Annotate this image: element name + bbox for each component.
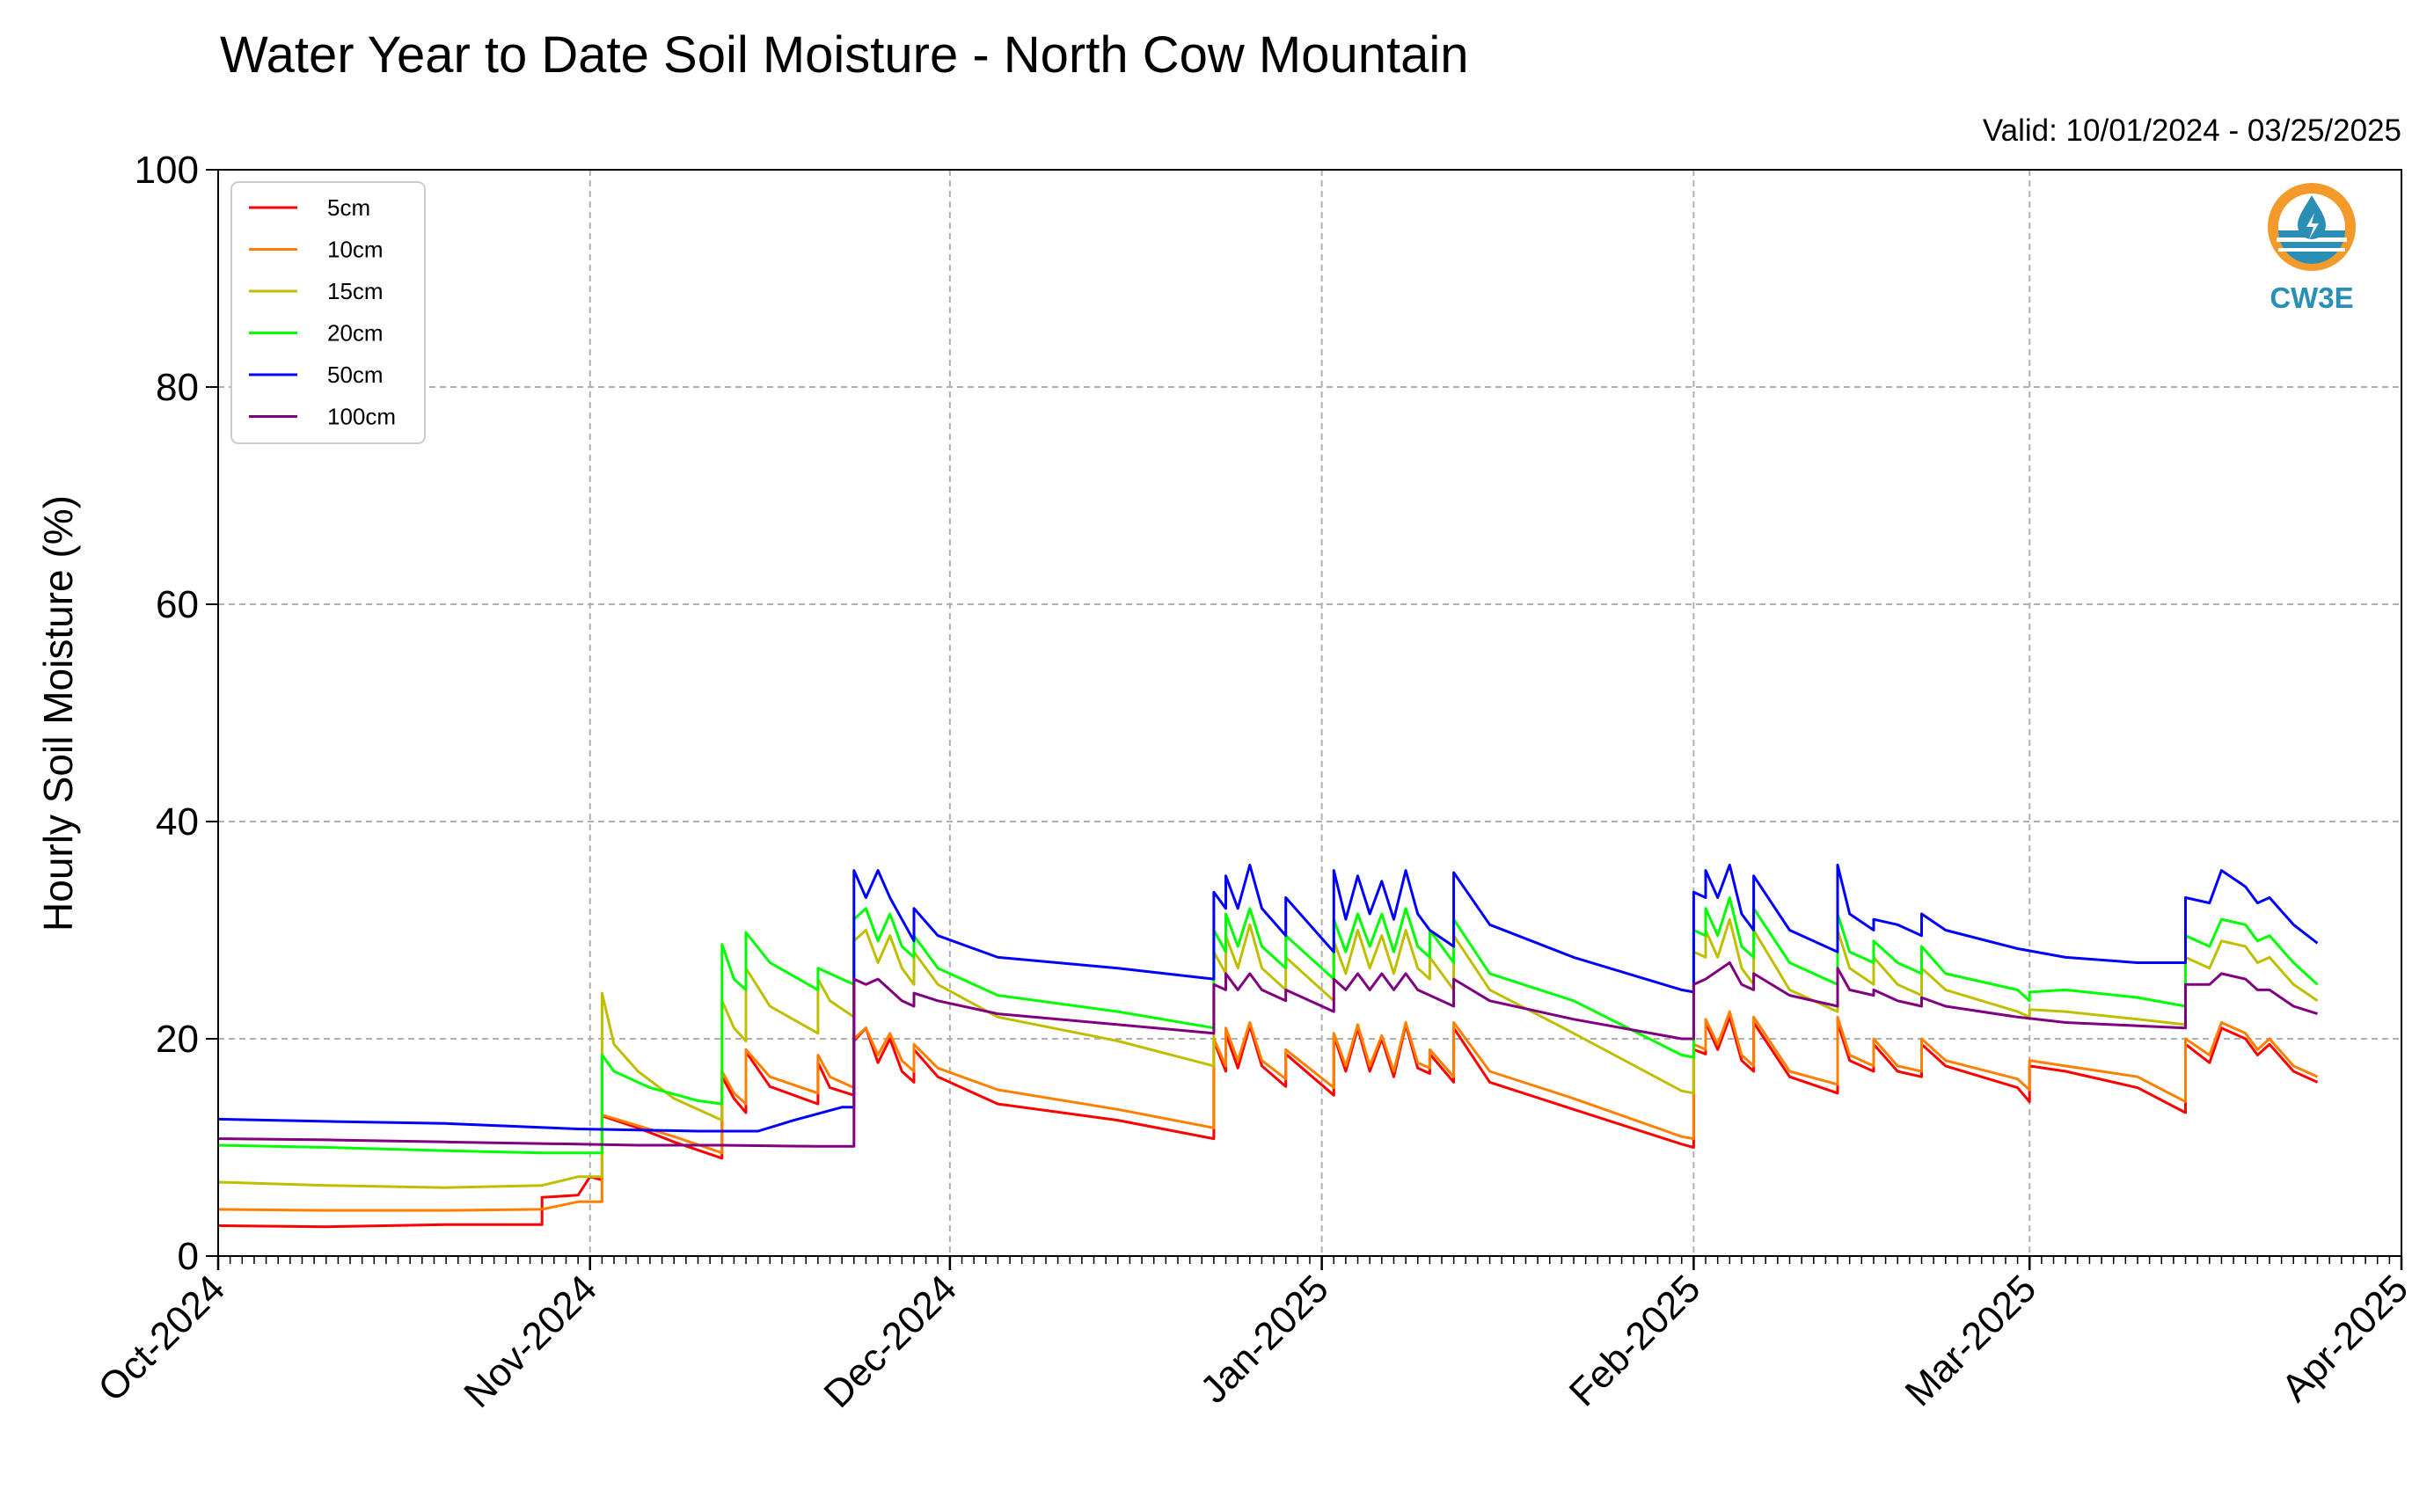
legend-label: 15cm [327,278,384,304]
x-tick-label: Apr-2025 [2273,1267,2416,1410]
y-axis: 0 20 40 60 80 100 [135,149,218,1278]
cw3e-logo-icon [2268,183,2356,271]
y-tick-label: 60 [156,583,199,626]
series-line-5cm [217,1015,2319,1229]
legend-label: 50cm [327,362,384,388]
series-line-50cm [217,863,2319,1133]
plot-frame [217,169,2402,1257]
cw3e-logo: CW3E [2268,183,2356,314]
legend-label: 5cm [327,194,370,221]
grid-layer [218,170,2401,1256]
cw3e-logo-text: CW3E [2270,281,2353,314]
series-line-15cm [217,917,2319,1189]
legend-box [230,181,426,444]
x-tick-label: Jan-2025 [1192,1267,1336,1411]
x-axis: Oct-2024 Nov-2024 Dec-2024 Jan-2025 Feb-2025… [90,1256,2416,1416]
legend: 5cm 10cm 15cm 20cm 50cm 100cm [230,181,426,444]
y-tick-label: 80 [156,366,199,409]
series-line-10cm [217,1010,2319,1212]
x-tick-label: Dec-2024 [815,1267,965,1416]
chart-subtitle: Valid: 10/01/2024 - 03/25/2025 [1983,113,2401,148]
y-tick-label: 100 [135,149,199,192]
x-tick-label: Oct-2024 [90,1267,233,1410]
chart-title: Water Year to Date Soil Moisture - North… [220,26,1468,84]
series-layer [217,863,2319,1229]
legend-label: 10cm [327,237,384,263]
y-tick-label: 0 [178,1235,199,1278]
x-tick-label: Nov-2024 [456,1267,605,1416]
legend-label: 100cm [327,404,396,430]
y-axis-label: Hourly Soil Moisture (%) [35,495,81,931]
series-line-20cm [217,896,2319,1155]
series-line-100cm [217,961,2318,1148]
x-tick-label: Mar-2025 [1897,1267,2045,1414]
x-tick-label: Feb-2025 [1561,1267,1709,1414]
legend-label: 20cm [327,320,384,347]
x-minor-ticks [217,1256,2402,1264]
y-tick-label: 20 [156,1018,199,1061]
y-tick-label: 40 [156,800,199,844]
